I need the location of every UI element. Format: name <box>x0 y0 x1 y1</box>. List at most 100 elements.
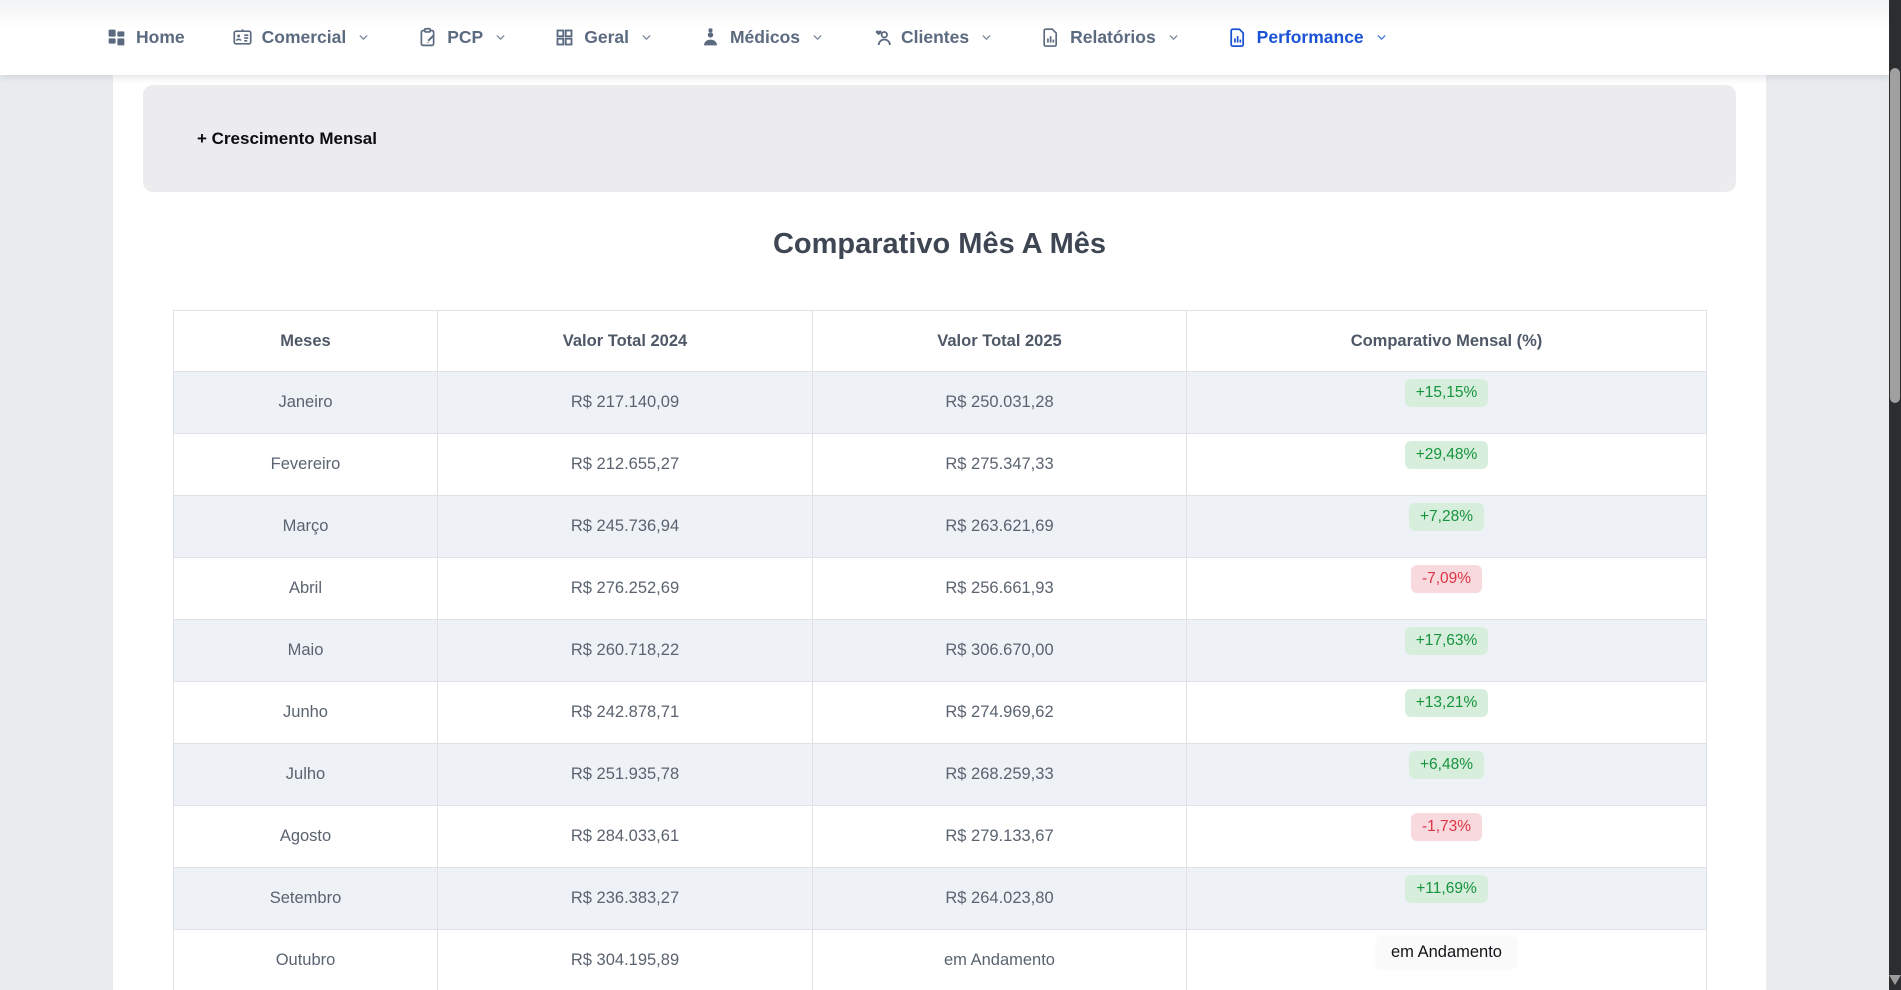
total-2024-cell: R$ 217.140,09 <box>437 371 813 434</box>
table-row: Fevereiro R$ 212.655,27 R$ 275.347,33 +2… <box>173 433 1707 496</box>
column-header-comparativo: Comparativo Mensal (%) <box>1186 310 1707 372</box>
total-2025-cell: R$ 268.259,33 <box>812 743 1187 806</box>
month-cell: Janeiro <box>173 371 438 434</box>
collapse-toggle-label: + Crescimento Mensal <box>197 128 377 148</box>
total-2024-cell: R$ 276.252,69 <box>437 557 813 620</box>
comparativo-cell: em Andamento <box>1186 929 1707 990</box>
table-row: Junho R$ 242.878,71 R$ 274.969,62 +13,21… <box>173 681 1707 744</box>
nav-item-relatorios[interactable]: Relatórios <box>1040 27 1180 48</box>
comparativo-badge: +7,28% <box>1408 503 1484 531</box>
comparativo-badge: em Andamento <box>1377 937 1516 968</box>
month-cell: Junho <box>173 681 438 744</box>
nav-item-comercial[interactable]: Comercial <box>232 27 371 48</box>
total-2024-cell: R$ 251.935,78 <box>437 743 813 806</box>
nav-label: Relatórios <box>1070 27 1156 47</box>
table-row: Maio R$ 260.718,22 R$ 306.670,00 +17,63% <box>173 619 1707 682</box>
comparativo-cell: -1,73% <box>1186 805 1707 868</box>
dashboard-icon <box>108 29 125 46</box>
clipboard-pen-icon <box>420 27 435 47</box>
total-2024-cell: R$ 236.383,27 <box>437 867 813 930</box>
nav-label: Comercial <box>261 27 347 47</box>
comparativo-cell: -7,09% <box>1186 557 1707 620</box>
chevron-down-icon <box>813 35 822 40</box>
chevron-down-icon <box>359 35 368 40</box>
total-2025-cell: R$ 264.023,80 <box>812 867 1187 930</box>
nav-label: Geral <box>584 27 629 47</box>
total-2025-cell: R$ 263.621,69 <box>812 495 1187 558</box>
comparativo-cell: +29,48% <box>1186 433 1707 496</box>
nav-item-medicos[interactable]: Médicos <box>700 27 824 48</box>
table-row: Março R$ 245.736,94 R$ 263.621,69 +7,28% <box>173 495 1707 558</box>
chevron-down-icon <box>1377 35 1386 40</box>
total-2025-cell: em Andamento <box>812 929 1187 990</box>
comparativo-table: Meses Valor Total 2024 Valor Total 2025 … <box>173 310 1707 990</box>
vertical-scrollbar-track[interactable] <box>1889 0 1901 990</box>
table-row: Abril R$ 276.252,69 R$ 256.661,93 -7,09% <box>173 557 1707 620</box>
chevron-down-icon <box>1169 35 1178 40</box>
month-cell: Julho <box>173 743 438 806</box>
column-header-meses: Meses <box>173 310 438 372</box>
comparativo-badge: +11,69% <box>1405 875 1488 903</box>
nav-label: Clientes <box>901 27 970 47</box>
nav-label: Home <box>136 27 185 47</box>
total-2024-cell: R$ 242.878,71 <box>437 681 813 744</box>
table-row: Janeiro R$ 217.140,09 R$ 250.031,28 +15,… <box>173 371 1707 434</box>
nav-label: Médicos <box>729 27 801 47</box>
total-2025-cell: R$ 306.670,00 <box>812 619 1187 682</box>
month-cell: Fevereiro <box>173 433 438 496</box>
comparativo-badge: +29,48% <box>1404 441 1489 469</box>
client-heart-icon <box>875 30 891 46</box>
file-chart-icon <box>1229 28 1244 47</box>
comparativo-badge: +15,15% <box>1404 379 1489 407</box>
scroll-down-arrow-icon[interactable] <box>1889 975 1901 985</box>
comparativo-cell: +17,63% <box>1186 619 1707 682</box>
grid-icon <box>556 29 573 46</box>
total-2024-cell: R$ 304.195,89 <box>437 929 813 990</box>
nav-item-performance[interactable]: Performance <box>1227 27 1388 48</box>
comparativo-badge: +13,21% <box>1404 689 1489 717</box>
comparativo-badge: -7,09% <box>1410 565 1483 593</box>
total-2024-cell: R$ 245.736,94 <box>437 495 813 558</box>
comparativo-cell: +11,69% <box>1186 867 1707 930</box>
id-card-icon <box>233 29 252 45</box>
total-2024-cell: R$ 260.718,22 <box>437 619 813 682</box>
comparativo-badge: +17,63% <box>1404 627 1489 655</box>
table-row: Agosto R$ 284.033,61 R$ 279.133,67 -1,73… <box>173 805 1707 868</box>
month-cell: Outubro <box>173 929 438 990</box>
comparativo-cell: +6,48% <box>1186 743 1707 806</box>
nav-label: PCP <box>447 27 484 47</box>
crescimento-mensal-collapse-toggle[interactable]: + Crescimento Mensal <box>143 85 1736 192</box>
table-row: Julho R$ 251.935,78 R$ 268.259,33 +6,48% <box>173 743 1707 806</box>
total-2024-cell: R$ 284.033,61 <box>437 805 813 868</box>
nav-item-geral[interactable]: Geral <box>554 27 653 48</box>
total-2025-cell: R$ 275.347,33 <box>812 433 1187 496</box>
doctor-icon <box>704 28 717 46</box>
chevron-down-icon <box>982 35 991 40</box>
total-2025-cell: R$ 250.031,28 <box>812 371 1187 434</box>
chevron-down-icon <box>496 35 505 40</box>
nav-item-home[interactable]: Home <box>106 27 185 48</box>
table-row: Outubro R$ 304.195,89 em Andamento em An… <box>173 929 1707 990</box>
chevron-down-icon <box>642 35 651 40</box>
main-content-card: + Crescimento Mensal Comparativo Mês A M… <box>113 75 1766 990</box>
comparativo-cell: +13,21% <box>1186 681 1707 744</box>
total-2025-cell: R$ 256.661,93 <box>812 557 1187 620</box>
nav-item-pcp[interactable]: PCP <box>417 27 507 48</box>
comparativo-cell: +7,28% <box>1186 495 1707 558</box>
column-header-valor-2024: Valor Total 2024 <box>437 310 813 372</box>
comparativo-cell: +15,15% <box>1186 371 1707 434</box>
comparativo-badge: +6,48% <box>1408 751 1484 779</box>
file-chart-icon <box>1043 28 1058 47</box>
month-cell: Março <box>173 495 438 558</box>
scrollbar-thumb[interactable] <box>1890 68 1900 403</box>
comparativo-badge: -1,73% <box>1410 813 1483 841</box>
nav-label: Performance <box>1256 27 1364 47</box>
nav-item-clientes[interactable]: Clientes <box>871 27 993 48</box>
table-row: Setembro R$ 236.383,27 R$ 264.023,80 +11… <box>173 867 1707 930</box>
total-2025-cell: R$ 274.969,62 <box>812 681 1187 744</box>
page-title: Comparativo Mês A Mês <box>772 228 1107 260</box>
top-navigation: Home Comercial PCP <box>0 0 1889 75</box>
column-header-valor-2025: Valor Total 2025 <box>812 310 1187 372</box>
total-2025-cell: R$ 279.133,67 <box>812 805 1187 868</box>
